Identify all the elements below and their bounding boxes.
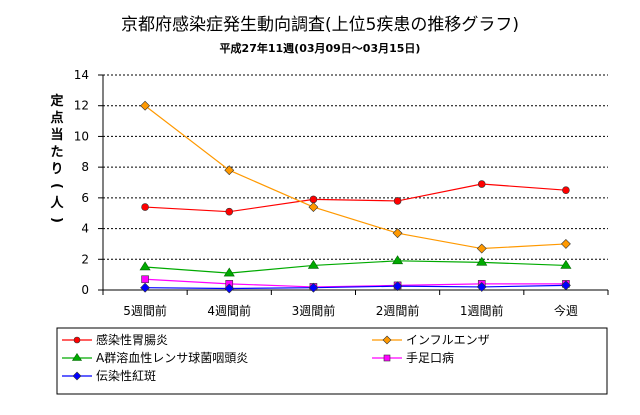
y-tick-label: 0 <box>81 283 89 297</box>
series-group <box>139 100 572 294</box>
data-point <box>223 267 235 277</box>
axes <box>98 74 609 295</box>
legend-item: 感染性胃腸炎 <box>62 332 168 347</box>
series-3 <box>139 255 572 277</box>
data-point <box>72 371 82 381</box>
data-point <box>224 165 235 176</box>
y-axis-label-char: り <box>50 162 63 177</box>
legend-item: A群溶血性レンサ球菌咽頭炎 <box>62 350 248 365</box>
data-point <box>308 202 319 212</box>
x-tick-label: 今週 <box>554 303 578 318</box>
series-2 <box>140 100 571 254</box>
data-point <box>393 197 402 205</box>
series-line <box>145 278 566 288</box>
data-point <box>560 259 572 269</box>
y-axis-label-char: 定 <box>49 93 63 109</box>
legend-box <box>56 327 608 395</box>
data-point <box>476 243 487 254</box>
chart-subtitle: 平成27年11週(03月09日～03月15日) <box>219 42 421 55</box>
y-tick-label: 8 <box>81 160 89 174</box>
legend-label: インフルエンザ <box>406 333 490 347</box>
y-axis-label-char: 人 <box>50 195 64 211</box>
y-tick-label: 12 <box>74 99 89 113</box>
data-point <box>560 280 571 291</box>
legend-label: A群溶血性レンサ球菌咽頭炎 <box>96 350 248 365</box>
data-point <box>140 100 151 111</box>
legend-label: 手足口病 <box>406 350 454 365</box>
y-axis-label-char: た <box>50 145 63 160</box>
data-point <box>308 282 319 293</box>
data-point <box>392 228 403 239</box>
legend-label: 伝染性紅斑 <box>96 368 156 383</box>
data-point <box>477 180 486 188</box>
series-5 <box>140 280 571 294</box>
data-point <box>309 195 318 204</box>
y-axis-label-char: 当 <box>50 127 63 143</box>
data-point <box>562 186 570 194</box>
x-tick-labels: 5週間前 4週間前 3週間前 2週間前 1週間前 今週 <box>123 303 578 318</box>
data-point <box>560 239 571 249</box>
data-point <box>141 203 149 211</box>
series-line <box>145 260 566 274</box>
data-point <box>73 336 81 344</box>
data-point <box>71 352 83 361</box>
legend-item: 伝染性紅斑 <box>62 368 156 383</box>
y-axis-label-char: 点 <box>50 110 63 126</box>
series-line <box>145 183 566 213</box>
series-line <box>144 105 566 250</box>
y-tick-label: 6 <box>81 191 89 205</box>
y-tick-label: 10 <box>74 129 89 143</box>
data-point <box>225 207 234 216</box>
data-point <box>224 283 235 294</box>
x-tick-label: 1週間前 <box>460 303 504 318</box>
data-point <box>392 281 403 292</box>
grid-lines <box>103 74 608 260</box>
y-axis-label-char: ( <box>49 183 64 189</box>
y-tick-label: 2 <box>81 252 89 266</box>
data-point <box>382 335 392 345</box>
y-tick-label: 14 <box>74 68 89 82</box>
y-tick-label: 4 <box>81 222 89 236</box>
series-1 <box>141 180 570 216</box>
x-tick-label: 5週間前 <box>123 303 167 318</box>
data-point <box>392 255 404 265</box>
data-point <box>141 275 149 284</box>
data-point <box>139 261 151 271</box>
legend-item: 手足口病 <box>372 350 454 365</box>
data-point <box>383 354 391 362</box>
x-tick-label: 3週間前 <box>292 303 336 318</box>
x-tick-label: 4週間前 <box>207 303 251 318</box>
data-point <box>307 259 319 269</box>
y-axis-label-char: ) <box>49 217 64 223</box>
data-point <box>140 282 151 293</box>
data-point <box>476 256 488 266</box>
x-tick-label: 2週間前 <box>376 303 420 318</box>
series-line <box>145 284 566 290</box>
data-point <box>476 282 487 292</box>
y-tick-labels: 0 2 4 6 8 10 12 14 <box>74 68 89 297</box>
chart-title: 京都府感染症発生動向調査(上位5疾患の推移グラフ) <box>120 15 520 35</box>
legend-label: 感染性胃腸炎 <box>96 332 168 347</box>
legend-item: インフルエンザ <box>372 333 490 347</box>
